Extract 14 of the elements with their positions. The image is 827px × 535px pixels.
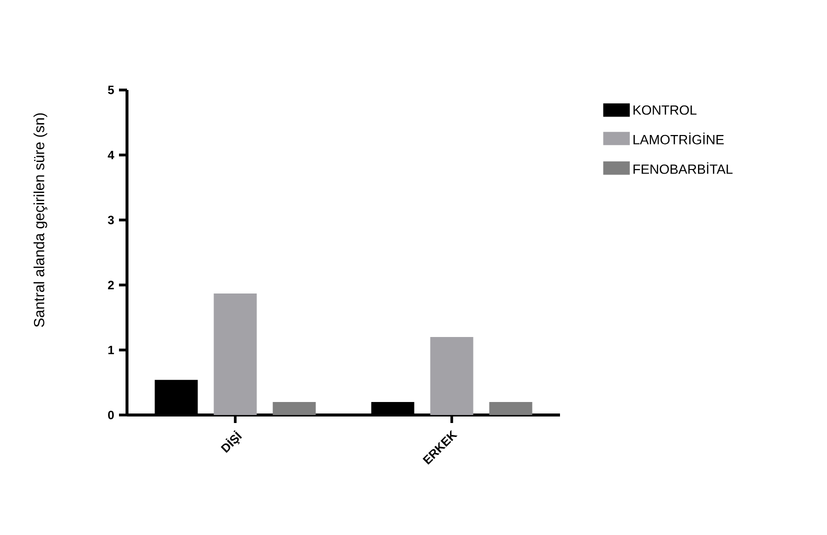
legend-label: FENOBARBİTAL [634,162,733,174]
y-tick-label: 1 [108,346,114,354]
bar [489,402,532,415]
y-axis-title: Santral alanda geçirilen süre (sn) [34,113,48,327]
bar [272,402,316,415]
y-tick-label: 2 [108,280,114,290]
y-tick-label: 3 [108,216,114,224]
legend-label: LAMOTRİGİNE [634,132,724,144]
y-tick-label: 4 [108,150,114,160]
y-tick-label: 5 [108,86,114,94]
bar [214,293,257,415]
y-tick-label: 0 [108,410,114,420]
bar [430,337,474,415]
legend-label: KONTROL [634,105,696,115]
